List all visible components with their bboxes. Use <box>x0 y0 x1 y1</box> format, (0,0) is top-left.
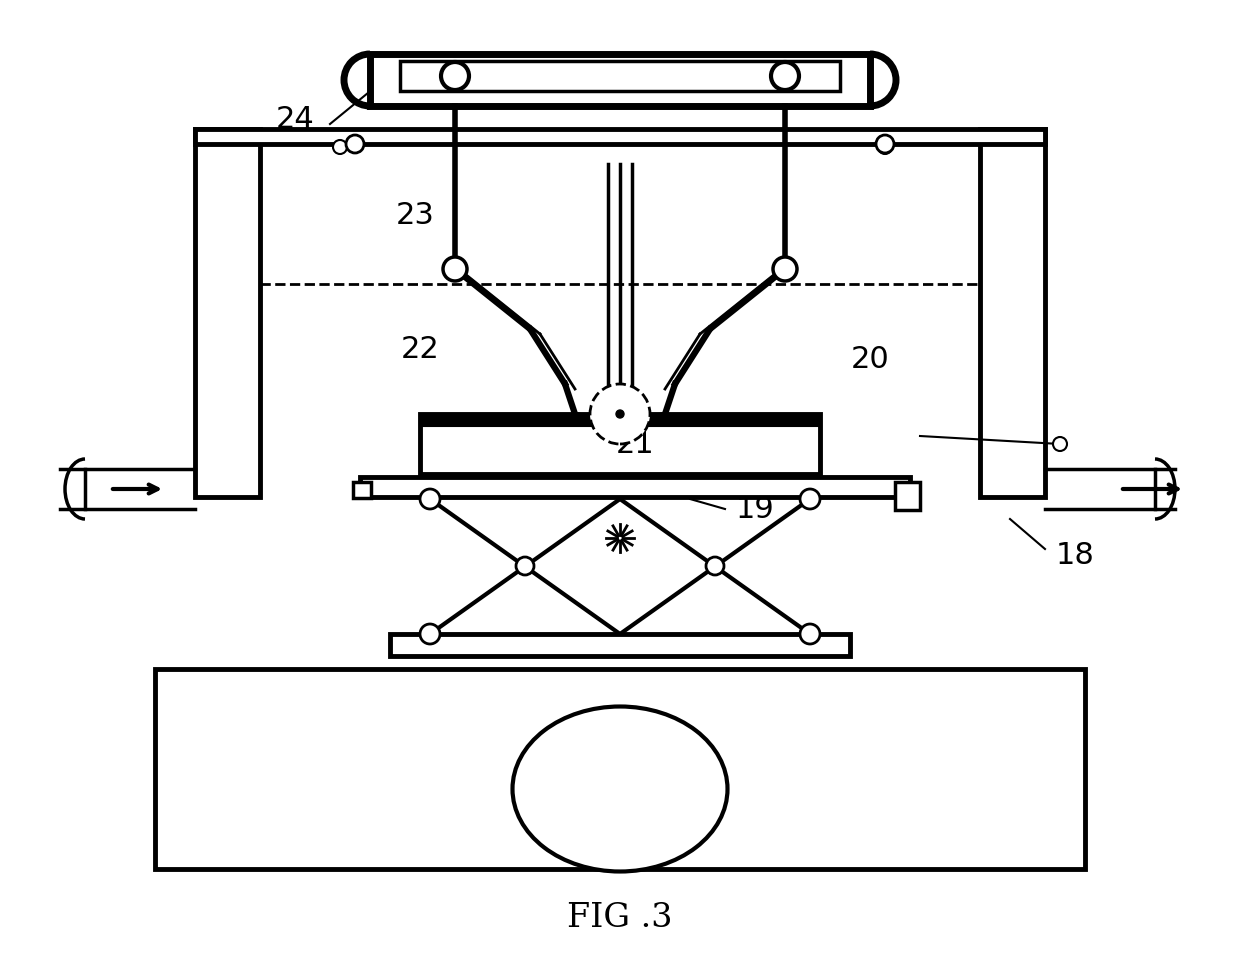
Bar <box>353 482 371 498</box>
Circle shape <box>443 257 467 282</box>
Circle shape <box>875 136 894 153</box>
Text: 19: 19 <box>735 495 774 524</box>
Circle shape <box>706 558 724 576</box>
Circle shape <box>334 141 347 154</box>
Text: 22: 22 <box>401 335 439 364</box>
Bar <box>895 482 920 511</box>
Circle shape <box>616 411 624 418</box>
Circle shape <box>800 490 820 510</box>
Bar <box>420 415 820 475</box>
Circle shape <box>346 136 365 153</box>
Circle shape <box>420 490 440 510</box>
Circle shape <box>800 624 820 644</box>
Bar <box>980 130 1045 497</box>
Text: 20: 20 <box>851 345 889 375</box>
Circle shape <box>878 141 892 154</box>
Circle shape <box>420 624 440 644</box>
Circle shape <box>516 558 534 576</box>
Bar <box>391 635 849 657</box>
Ellipse shape <box>512 707 728 872</box>
Text: 21: 21 <box>615 430 655 459</box>
Text: 18: 18 <box>1055 540 1095 569</box>
Bar <box>195 130 1045 145</box>
Circle shape <box>441 63 469 91</box>
Bar <box>401 62 839 91</box>
Text: 23: 23 <box>396 200 434 230</box>
Bar <box>360 477 910 497</box>
Bar <box>370 55 870 107</box>
Circle shape <box>590 385 650 444</box>
Bar <box>195 130 260 497</box>
Circle shape <box>773 257 797 282</box>
Circle shape <box>1053 437 1066 452</box>
Text: 24: 24 <box>275 106 315 134</box>
Text: FIG .3: FIG .3 <box>567 901 673 933</box>
Bar <box>420 415 820 427</box>
Bar <box>155 669 1085 869</box>
Circle shape <box>771 63 799 91</box>
